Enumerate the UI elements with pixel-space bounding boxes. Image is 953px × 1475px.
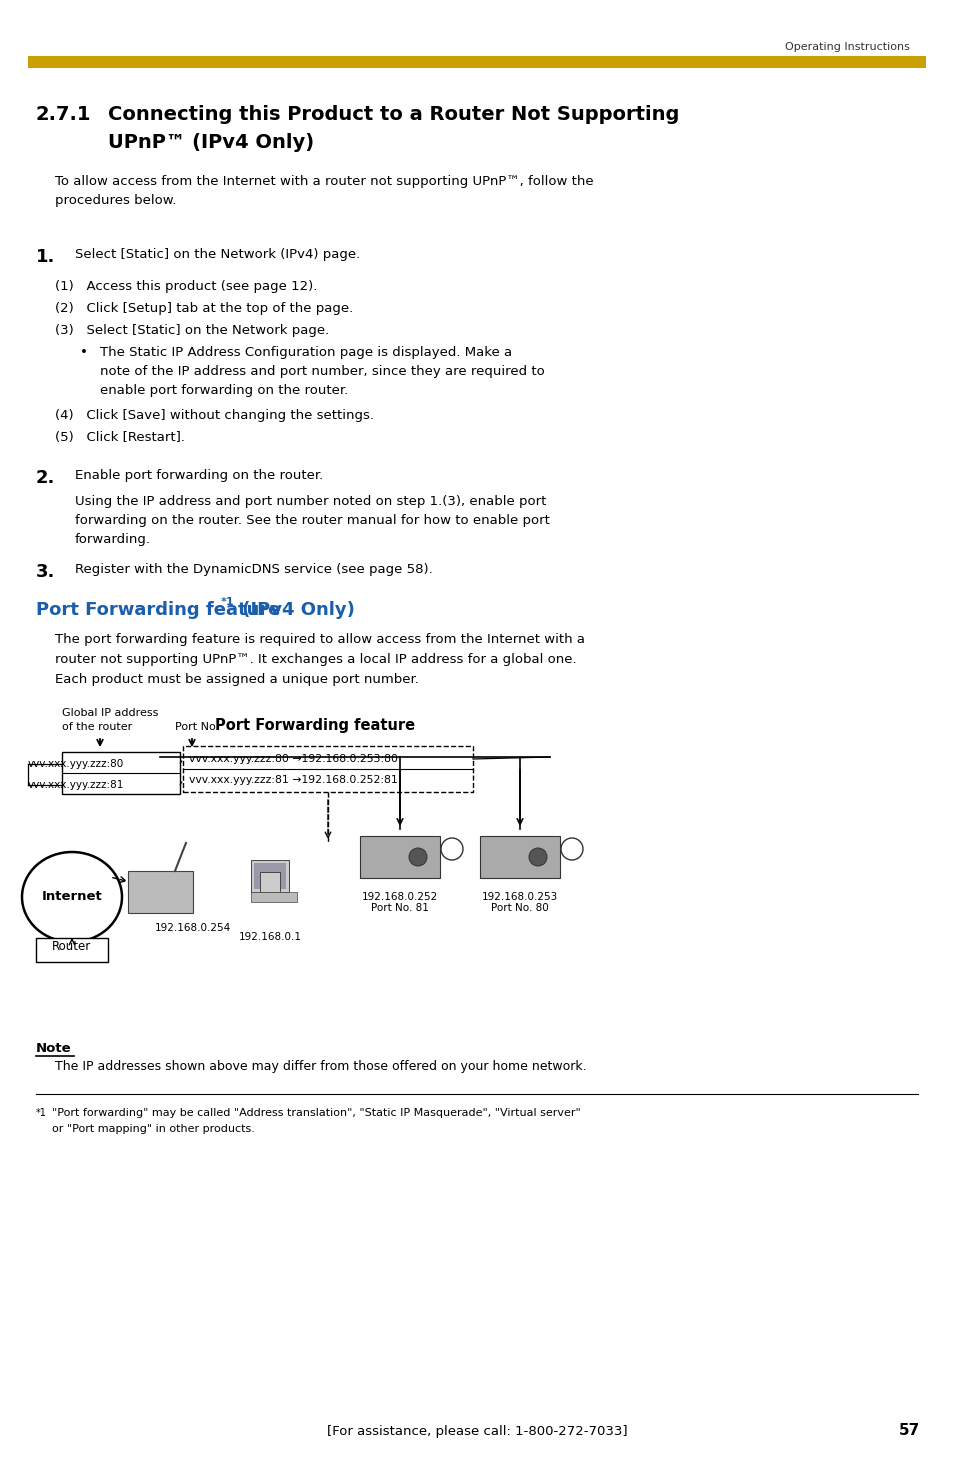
Bar (359, 836, 439, 878)
Text: forwarding.: forwarding. (75, 532, 151, 546)
Text: 3.: 3. (36, 563, 55, 581)
Text: (5)   Click [Restart].: (5) Click [Restart]. (55, 431, 185, 444)
Bar (183, 746, 473, 792)
Text: 192.168.0.1: 192.168.0.1 (238, 932, 301, 943)
Text: To allow access from the Internet with a router not supporting UPnP™, follow the: To allow access from the Internet with a… (55, 176, 593, 207)
Text: vvv.xxx.yyy.zzz:81: vvv.xxx.yyy.zzz:81 (28, 780, 124, 791)
Bar (251, 860, 289, 892)
Text: 192.168.0.254: 192.168.0.254 (154, 923, 231, 934)
Bar (128, 872, 193, 913)
Text: router not supporting UPnP™. It exchanges a local IP address for a global one.: router not supporting UPnP™. It exchange… (55, 653, 576, 667)
Text: UPnP™ (IPv4 Only): UPnP™ (IPv4 Only) (108, 133, 314, 152)
Text: (4)   Click [Save] without changing the settings.: (4) Click [Save] without changing the se… (55, 409, 374, 422)
Ellipse shape (409, 848, 427, 866)
Bar (253, 863, 286, 889)
Text: Port No. 81: Port No. 81 (371, 903, 429, 913)
Text: *1: *1 (221, 597, 234, 608)
Text: Port Forwarding feature: Port Forwarding feature (214, 718, 415, 733)
Text: 57: 57 (898, 1423, 919, 1438)
Bar (479, 836, 559, 878)
Text: note of the IP address and port number, since they are required to: note of the IP address and port number, … (100, 364, 544, 378)
Text: 2.7.1: 2.7.1 (36, 105, 91, 124)
Text: Port No.: Port No. (174, 721, 219, 732)
Text: *1: *1 (36, 1108, 47, 1118)
Text: Note: Note (36, 1041, 71, 1055)
Ellipse shape (529, 848, 546, 866)
Text: 2.: 2. (36, 469, 55, 487)
Text: (3)   Select [Static] on the Network page.: (3) Select [Static] on the Network page. (55, 324, 329, 336)
Text: Internet: Internet (42, 891, 102, 904)
Text: Register with the DynamicDNS service (see page 58).: Register with the DynamicDNS service (se… (75, 563, 433, 577)
Text: (1)   Access this product (see page 12).: (1) Access this product (see page 12). (55, 280, 317, 294)
Text: The Static IP Address Configuration page is displayed. Make a: The Static IP Address Configuration page… (100, 347, 512, 358)
Text: vvv.xxx.yyy.zzz:81 →192.168.0.252:81: vvv.xxx.yyy.zzz:81 →192.168.0.252:81 (189, 774, 397, 785)
Text: 192.168.0.252: 192.168.0.252 (361, 892, 437, 903)
Text: "Port forwarding" may be called "Address translation", "Static IP Masquerade", ": "Port forwarding" may be called "Address… (52, 1108, 580, 1118)
Bar (62, 752, 180, 794)
Text: Enable port forwarding on the router.: Enable port forwarding on the router. (75, 469, 323, 482)
Text: forwarding on the router. See the router manual for how to enable port: forwarding on the router. See the router… (75, 513, 549, 527)
Text: Global IP address: Global IP address (62, 708, 158, 718)
Text: Port Forwarding feature: Port Forwarding feature (36, 600, 280, 620)
Ellipse shape (22, 853, 122, 943)
FancyBboxPatch shape (36, 938, 108, 962)
Text: or "Port mapping" in other products.: or "Port mapping" in other products. (52, 1124, 254, 1134)
Text: 192.168.0.253: 192.168.0.253 (481, 892, 558, 903)
Text: enable port forwarding on the router.: enable port forwarding on the router. (100, 384, 348, 397)
Text: Each product must be assigned a unique port number.: Each product must be assigned a unique p… (55, 673, 418, 686)
Bar (28, 56, 925, 68)
Text: 1.: 1. (36, 248, 55, 266)
Bar (260, 872, 280, 892)
Text: (2)   Click [Setup] tab at the top of the page.: (2) Click [Setup] tab at the top of the … (55, 302, 353, 316)
Text: vvv.xxx.yyy.zzz:80: vvv.xxx.yyy.zzz:80 (28, 760, 124, 768)
Text: of the router: of the router (62, 721, 132, 732)
Text: The IP addresses shown above may differ from those offered on your home network.: The IP addresses shown above may differ … (55, 1061, 586, 1072)
Text: Router: Router (52, 941, 91, 953)
Text: Port No. 80: Port No. 80 (491, 903, 548, 913)
Text: [For assistance, please call: 1-800-272-7033]: [For assistance, please call: 1-800-272-… (326, 1425, 627, 1438)
Text: Using the IP address and port number noted on step 1.(3), enable port: Using the IP address and port number not… (75, 496, 546, 507)
Text: •: • (80, 347, 88, 358)
Text: vvv.xxx.yyy.zzz:80 →192.168.0.253:80: vvv.xxx.yyy.zzz:80 →192.168.0.253:80 (189, 754, 397, 764)
Text: The port forwarding feature is required to allow access from the Internet with a: The port forwarding feature is required … (55, 633, 584, 646)
Text: Select [Static] on the Network (IPv4) page.: Select [Static] on the Network (IPv4) pa… (75, 248, 360, 261)
Bar (251, 892, 296, 903)
Text: Operating Instructions: Operating Instructions (784, 41, 909, 52)
Text: Connecting this Product to a Router Not Supporting: Connecting this Product to a Router Not … (108, 105, 679, 124)
Text: (IPv4 Only): (IPv4 Only) (235, 600, 355, 620)
